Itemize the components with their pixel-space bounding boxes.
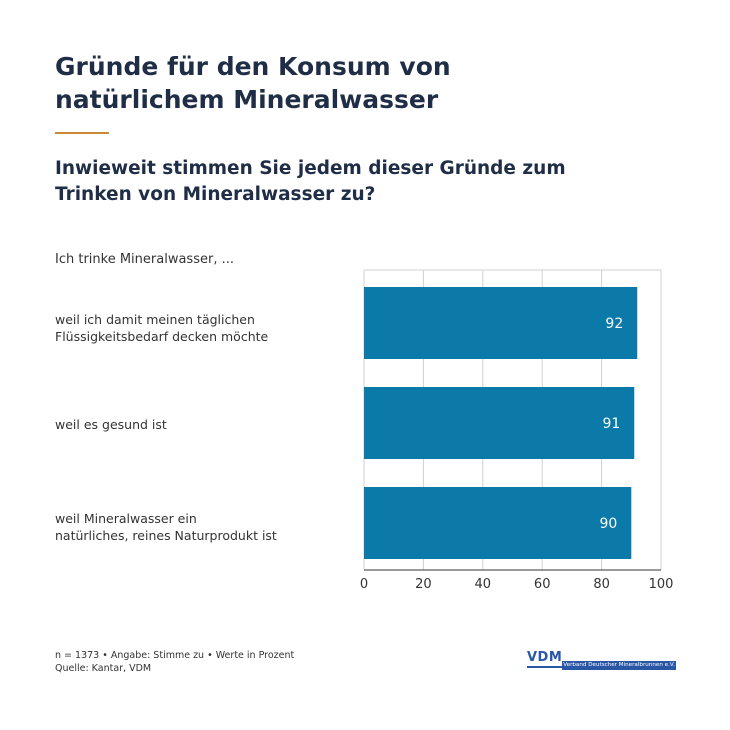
category-label-2-line-1: weil es gesund ist [55, 417, 167, 432]
category-label-3-line-1: weil Mineralwasser ein [55, 511, 197, 526]
bar-value-label-2: 91 [602, 416, 620, 432]
bar-value-label-3: 90 [599, 516, 617, 532]
vdm-logo-abbr: VDM [527, 650, 563, 665]
category-label-3: weil Mineralwasser ein natürliches, rein… [55, 510, 345, 544]
chart-title: Gründe für den Konsum von natürlichem Mi… [55, 50, 615, 116]
bar-3 [364, 487, 632, 559]
category-label-1: weil ich damit meinen täglichen Flüssigk… [55, 311, 345, 345]
x-tick-label-60: 60 [534, 577, 551, 592]
bar-1 [364, 287, 638, 359]
x-tick-label-100: 100 [649, 577, 674, 592]
vdm-logo-underline [527, 666, 562, 668]
x-tick-label-20: 20 [415, 577, 432, 592]
lead-text: Ich trinke Mineralwasser, ... [55, 252, 234, 267]
survey-question-line-1: Inwieweit stimmen Sie jedem dieser Gründ… [55, 158, 566, 179]
footnote: n = 1373 • Angabe: Stimme zu • Werte in … [55, 649, 294, 675]
bar-2 [364, 387, 635, 459]
survey-question: Inwieweit stimmen Sie jedem dieser Gründ… [55, 156, 615, 208]
category-label-1-line-2: Flüssigkeitsbedarf decken möchte [55, 329, 269, 344]
x-tick-label-80: 80 [593, 577, 610, 592]
bar-value-label-1: 92 [605, 316, 623, 332]
category-label-1-line-1: weil ich damit meinen täglichen [55, 312, 255, 327]
chart-title-line-2: natürlichem Mineralwasser [55, 85, 439, 114]
survey-question-line-2: Trinken von Mineralwasser zu? [55, 184, 376, 205]
vdm-logo-fullname: Verband Deutscher Mineralbrunnen e.V. [562, 661, 676, 670]
category-label-2: weil es gesund ist [55, 416, 345, 433]
category-label-3-line-2: natürliches, reines Naturprodukt ist [55, 528, 277, 543]
x-tick-label-0: 0 [360, 577, 368, 592]
chart-title-line-1: Gründe für den Konsum von [55, 52, 451, 81]
accent-rule [55, 132, 109, 134]
x-tick-label-40: 40 [475, 577, 492, 592]
footnote-sample: n = 1373 • Angabe: Stimme zu • Werte in … [55, 650, 295, 661]
vdm-logo: VDM Verband Deutscher Mineralbrunnen e.V… [527, 651, 676, 673]
footnote-source: Quelle: Kantar, VDM [55, 663, 152, 674]
